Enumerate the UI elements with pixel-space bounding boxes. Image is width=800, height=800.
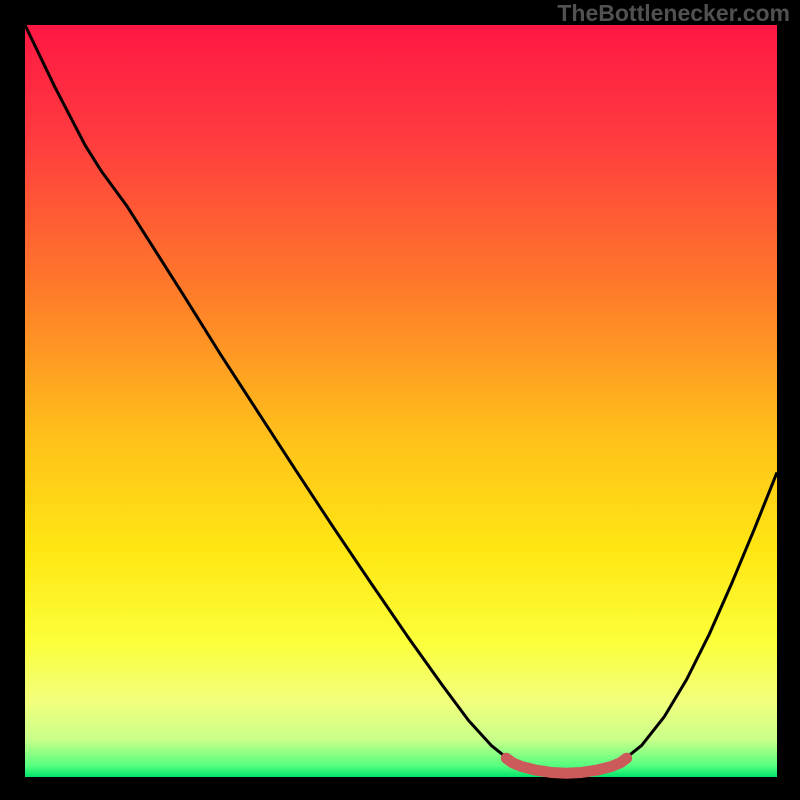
bottleneck-curve	[25, 25, 777, 774]
curve-layer	[25, 25, 777, 777]
optimal-range-band	[506, 758, 626, 773]
plot-area	[25, 25, 777, 777]
watermark-text: TheBottlenecker.com	[557, 0, 790, 27]
chart-container: TheBottlenecker.com	[0, 0, 800, 800]
